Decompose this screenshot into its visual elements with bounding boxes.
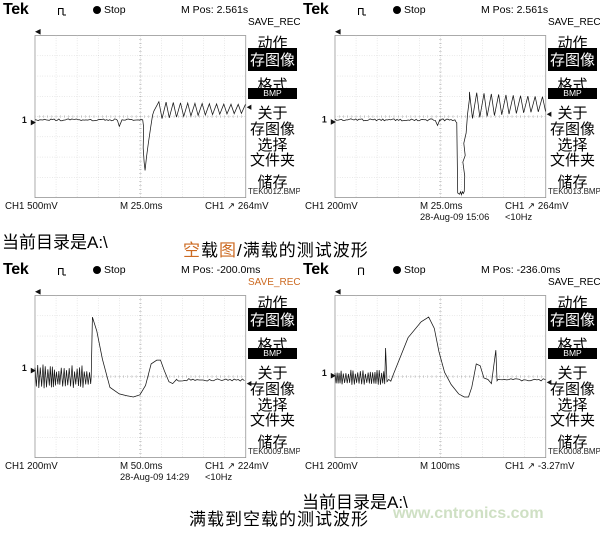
svg-text:1: 1 [322, 114, 327, 124]
svg-text:1: 1 [22, 363, 27, 373]
svg-text:1: 1 [322, 368, 327, 378]
svg-text:1: 1 [22, 115, 27, 125]
